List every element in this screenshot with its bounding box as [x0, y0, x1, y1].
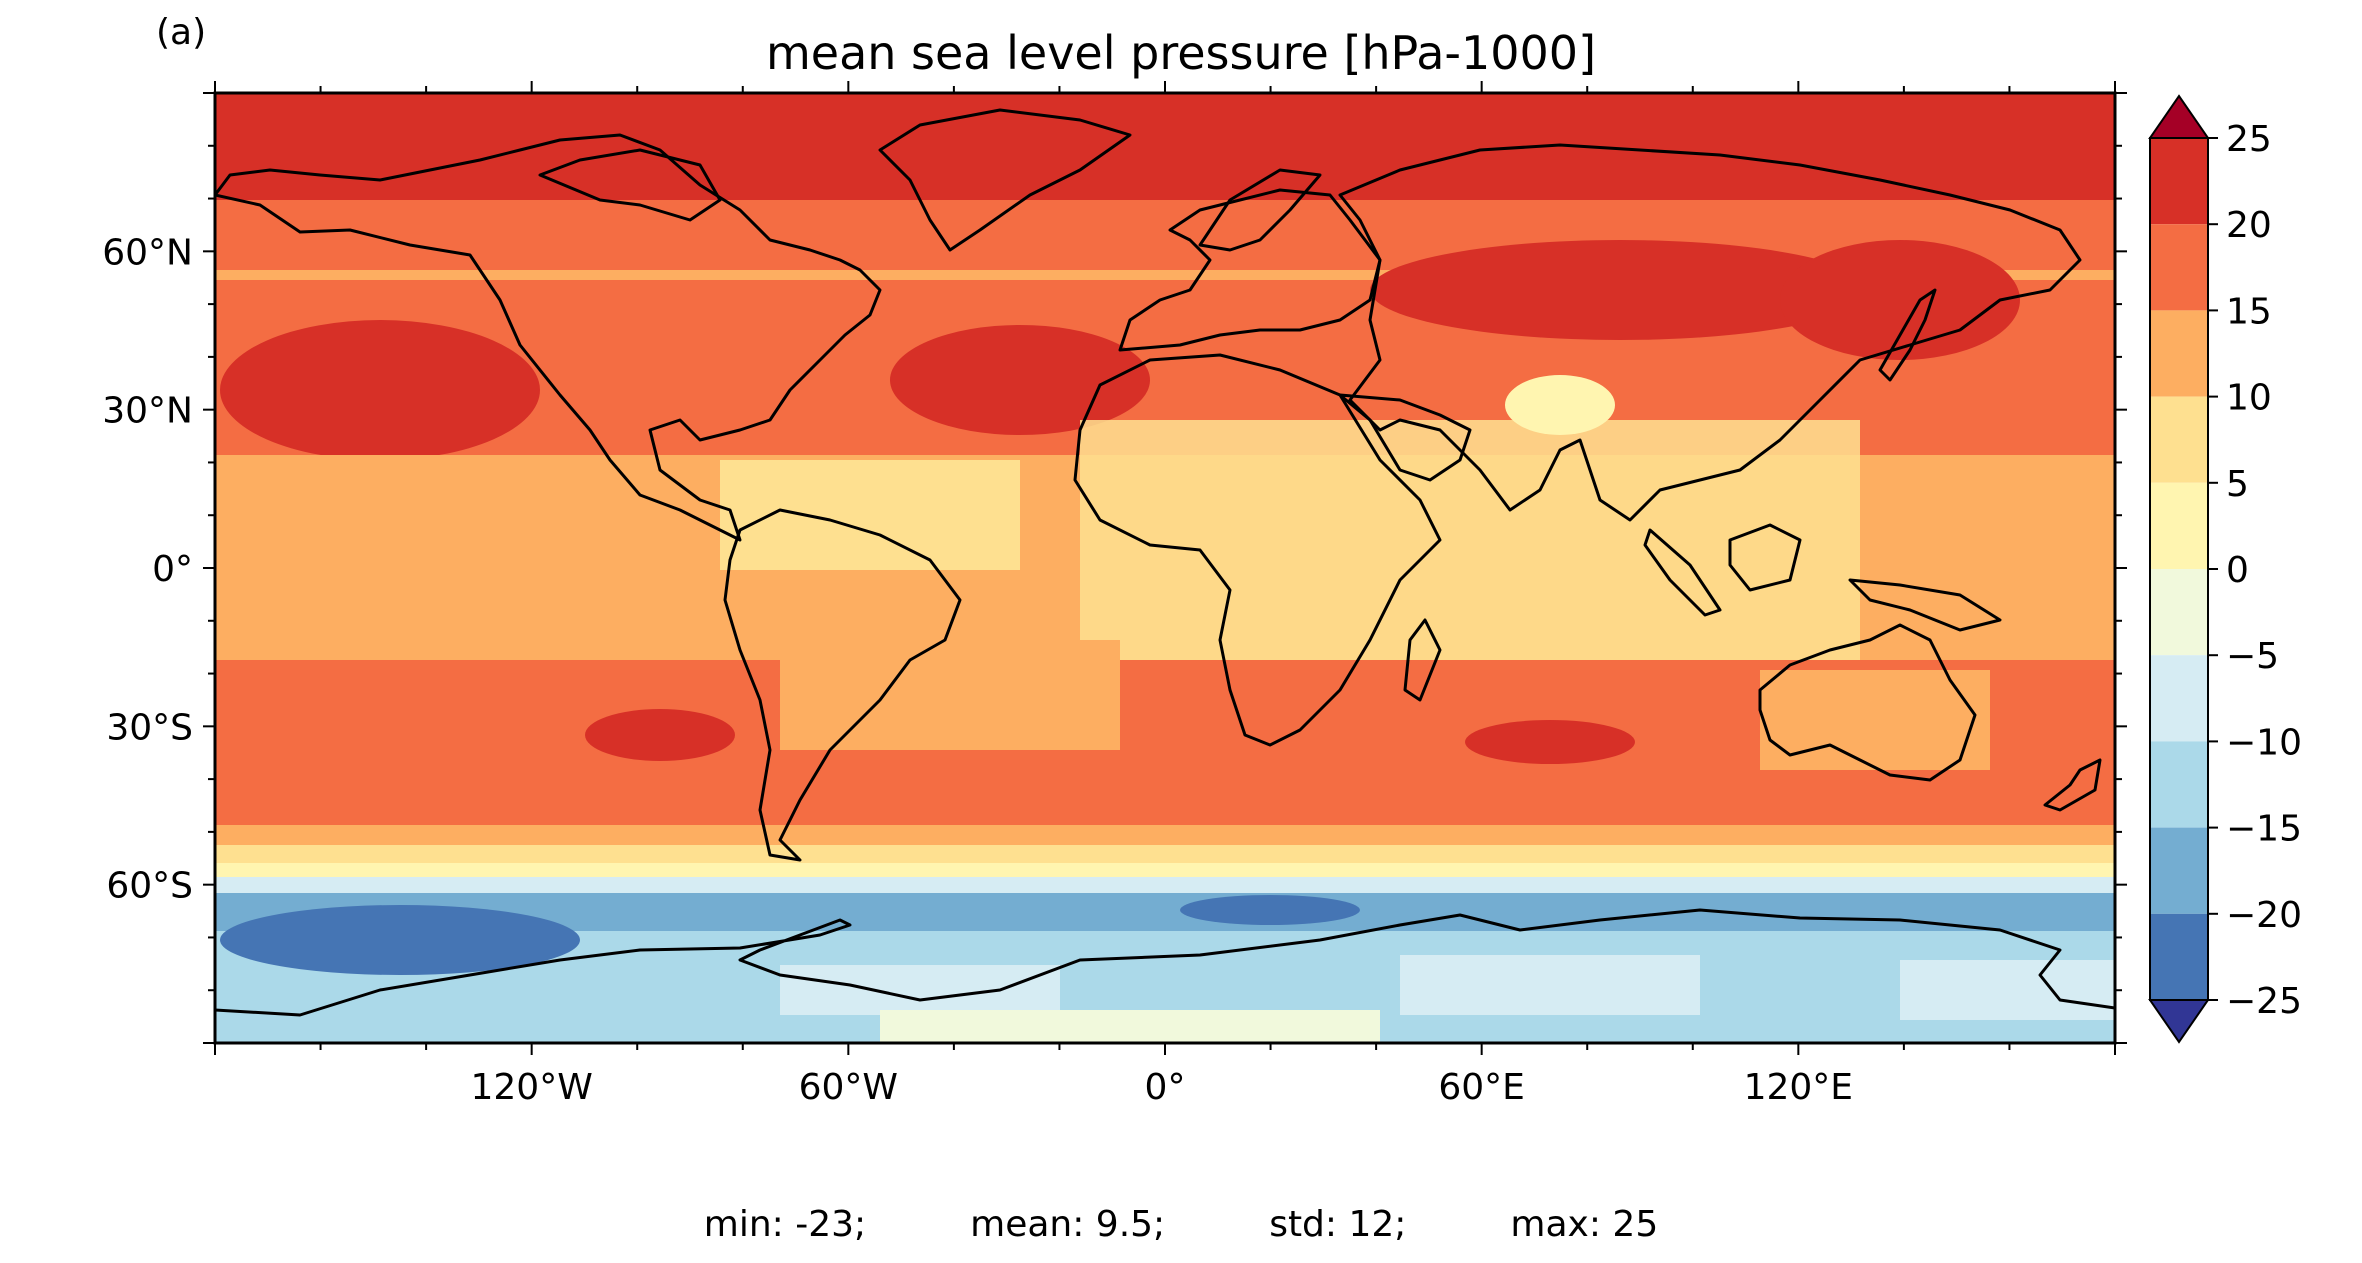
latitude-tick-label: 30°N [102, 391, 193, 432]
coastline-north-america [215, 133, 882, 542]
coastline-asia [1338, 143, 2082, 522]
colorbar-segment [2150, 741, 2208, 828]
coastline-antarctica [215, 908, 2115, 1017]
coastline-greenland [878, 108, 1132, 252]
stat-std: std: 12; [1269, 1204, 1407, 1245]
stat-mean: mean: 9.5; [970, 1204, 1166, 1245]
colorbar-tick-label: 5 [2226, 464, 2249, 505]
colorbar-segment [2150, 482, 2208, 569]
latitude-axis: 60°N 30°N 0° 30°S 60°S [102, 92, 215, 1044]
longitude-tick-label: 60°E [1438, 1067, 1525, 1108]
colorbar-extend-min [2148, 999, 2210, 1044]
colorbar-segment [2150, 224, 2208, 311]
colorbar-extend-max [2148, 94, 2210, 139]
colorbar-tick-label: 10 [2226, 378, 2272, 419]
colorbar-tick-label: −15 [2226, 809, 2302, 850]
colorbar-tick-label: −20 [2226, 895, 2302, 936]
coastline-arabia [1338, 393, 1472, 482]
longitude-tick-label: 120°W [471, 1067, 593, 1108]
coastline-africa [1073, 353, 1442, 747]
coastline-new-zealand [2043, 758, 2102, 812]
colorbar-segment [2150, 310, 2208, 397]
colorbar-segment [2150, 569, 2208, 656]
colorbar-segment [2150, 827, 2208, 914]
coastline-arctic-islands [538, 148, 722, 222]
coastline-borneo [1728, 523, 1802, 592]
pressure-field [215, 93, 2115, 1043]
coastline-madagascar [1403, 618, 1442, 702]
latitude-tick-label: 60°S [106, 866, 193, 907]
colorbar-tick-label: −25 [2226, 981, 2302, 1022]
coastlines [215, 108, 2115, 1017]
latitude-tick-label: 30°S [106, 707, 193, 748]
colorbar-tick-label: −10 [2226, 722, 2302, 763]
statistics-line: min: -23; mean: 9.5; std: 12; max: 25 [0, 1204, 2362, 1245]
map-title: mean sea level pressure [hPa-1000] [765, 26, 1597, 80]
colorbar-segment [2150, 655, 2208, 742]
colorbar-tick-label: 25 [2226, 119, 2272, 160]
colorbar: 25 20 15 10 5 0 −5 −10 −15 −20 −25 [2148, 94, 2302, 1044]
coastline-japan [1878, 288, 1937, 382]
stat-max: max: 25 [1510, 1204, 1659, 1245]
longitude-axis-top [214, 81, 2116, 93]
coastline-sumatra [1643, 528, 1722, 617]
colorbar-segment [2150, 396, 2208, 483]
coastline-australia [1758, 623, 1977, 782]
longitude-axis: 120°W 60°W 0° 60°E 120°E [214, 1043, 2116, 1108]
colorbar-tick-label: 20 [2226, 205, 2272, 246]
panel-label: (a) [156, 12, 207, 53]
longitude-tick-label: 0° [1145, 1067, 1186, 1108]
latitude-axis-right [2115, 92, 2127, 1044]
latitude-tick-label: 60°N [102, 232, 193, 273]
latitude-tick-label: 0° [152, 549, 193, 590]
longitude-tick-label: 120°E [1744, 1067, 1853, 1108]
colorbar-segment [2150, 138, 2208, 225]
colorbar-tick-label: −5 [2226, 636, 2279, 677]
colorbar-tick-label: 15 [2226, 291, 2272, 332]
longitude-tick-label: 60°W [799, 1067, 898, 1108]
colorbar-segment [2150, 913, 2208, 1000]
stat-min: min: -23; [703, 1204, 867, 1245]
coastline-new-guinea [1848, 578, 2002, 632]
coastline-south-america [723, 508, 962, 862]
coastline-scandinavia [1198, 168, 1322, 252]
colorbar-tick-label: 0 [2226, 550, 2249, 591]
